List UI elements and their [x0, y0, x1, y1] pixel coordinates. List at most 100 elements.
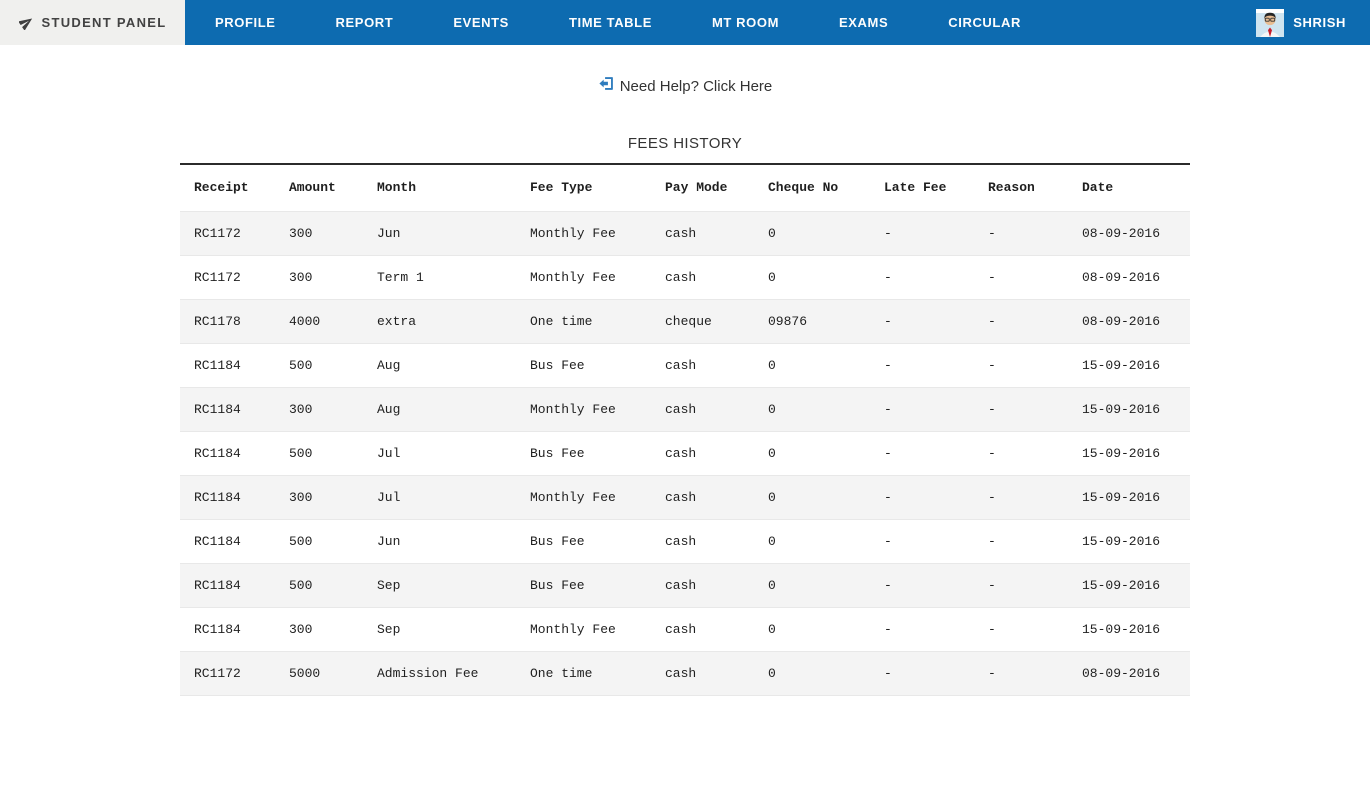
table-cell: RC1184: [180, 431, 275, 476]
table-cell: RC1184: [180, 519, 275, 564]
table-cell: cash: [651, 387, 754, 432]
need-help-label: Need Help? Click Here: [619, 78, 773, 95]
table-cell: 15-09-2016: [1068, 431, 1190, 476]
table-header: Receipt Amount Month Fee Type Pay Mode Cheque…: [180, 164, 1190, 212]
table-cell: RC1184: [180, 387, 275, 432]
table-cell: 0: [754, 607, 870, 652]
table-cell: Bus Fee: [516, 343, 651, 388]
table-cell: 5000: [275, 651, 363, 696]
table-cell: RC1184: [180, 343, 275, 388]
table-cell: 300: [275, 387, 363, 432]
table-row: RC1172 300 Term 1 Monthly Fee cash 0- -08-09-2…: [180, 255, 1190, 300]
user-menu[interactable]: SHRISH: [1244, 0, 1370, 45]
table-row: RC1184 500 Jun Bus Fee cash 0- -15-09-2016: [180, 519, 1190, 564]
table-cell: cash: [651, 255, 754, 300]
table-cell: RC1178: [180, 299, 275, 344]
fees-history-title: FEES HISTORY: [627, 135, 743, 152]
table-cell: 500: [275, 563, 363, 608]
table-cell: 08-09-2016: [1068, 651, 1190, 696]
table-cell: -: [870, 211, 974, 256]
table-cell: 500: [275, 431, 363, 476]
table-cell: Bus Fee: [516, 519, 651, 564]
table-cell: -: [870, 475, 974, 520]
table-cell: cash: [651, 343, 754, 388]
table-cell: Jun: [363, 211, 516, 256]
column-header: Late Fee: [870, 164, 974, 212]
need-help-link[interactable]: Need Help? Click Here: [0, 77, 1370, 95]
column-header: Receipt: [180, 164, 275, 212]
table-cell: 0: [754, 563, 870, 608]
column-header: Fee Type: [516, 164, 651, 212]
table-cell: RC1184: [180, 563, 275, 608]
table-cell: RC1184: [180, 475, 275, 520]
table-cell: cash: [651, 431, 754, 476]
table-cell: 0: [754, 431, 870, 476]
table-cell: 15-09-2016: [1068, 519, 1190, 564]
table-cell: RC1184: [180, 607, 275, 652]
table-cell: 300: [275, 607, 363, 652]
table-cell: Monthly Fee: [516, 211, 651, 256]
table-cell: Sep: [363, 607, 516, 652]
column-header: Reason: [974, 164, 1068, 212]
table-body: RC1172 300 Jun Monthly Fee cash 0- -08-09-2016…: [180, 211, 1190, 696]
paper-plane-icon: [18, 15, 34, 30]
table-row: RC1178 4000 extra One time cheque 09876- -08-0…: [180, 299, 1190, 344]
nav-item-exams[interactable]: EXAMS: [839, 15, 889, 30]
column-header: Amount: [275, 164, 363, 212]
column-header: Month: [363, 164, 516, 212]
table-cell: -: [974, 431, 1068, 476]
table-cell: 0: [754, 343, 870, 388]
nav-item-circular[interactable]: CIRCULAR: [948, 15, 1021, 30]
table-cell: -: [974, 563, 1068, 608]
table-cell: 15-09-2016: [1068, 343, 1190, 388]
table-cell: -: [870, 343, 974, 388]
table-cell: Monthly Fee: [516, 607, 651, 652]
table-row: RC1184 300 Aug Monthly Fee cash 0- -15-09-2016: [180, 387, 1190, 432]
table-cell: Sep: [363, 563, 516, 608]
fees-history-table: Receipt Amount Month Fee Type Pay Mode Cheque…: [180, 163, 1190, 696]
table-cell: Monthly Fee: [516, 387, 651, 432]
nav-item-report[interactable]: REPORT: [335, 15, 394, 30]
table-cell: -: [974, 343, 1068, 388]
nav-item-events[interactable]: EVENTS: [453, 15, 509, 30]
nav-item-profile[interactable]: PROFILE: [215, 15, 276, 30]
table-cell: cash: [651, 607, 754, 652]
table-cell: -: [870, 519, 974, 564]
table-cell: -: [870, 387, 974, 432]
table-cell: Admission Fee: [363, 651, 516, 696]
table-cell: 0: [754, 475, 870, 520]
table-cell: 0: [754, 387, 870, 432]
table-cell: cash: [651, 651, 754, 696]
table-cell: 15-09-2016: [1068, 563, 1190, 608]
student-avatar: [1256, 8, 1285, 37]
table-cell: 0: [754, 651, 870, 696]
table-cell: -: [974, 211, 1068, 256]
nav-item-mtroom[interactable]: MT ROOM: [711, 15, 780, 30]
table-row: RC1184 500 Aug Bus Fee cash 0- -15-09-2016: [180, 343, 1190, 388]
nav-item-timetable[interactable]: TIME TABLE: [568, 15, 652, 30]
table-cell: -: [974, 475, 1068, 520]
table-row: RC1172 5000 Admission Fee One time cash 0- -08…: [180, 651, 1190, 696]
table-cell: Jul: [363, 431, 516, 476]
table-cell: -: [870, 299, 974, 344]
table-cell: 300: [275, 255, 363, 300]
table-cell: 15-09-2016: [1068, 607, 1190, 652]
table-cell: -: [870, 431, 974, 476]
table-cell: -: [870, 651, 974, 696]
table-cell: Jun: [363, 519, 516, 564]
table-cell: -: [974, 651, 1068, 696]
table-row: RC1184 300 Jul Monthly Fee cash 0- -15-09-2016: [180, 475, 1190, 520]
table-row: RC1184 500 Jul Bus Fee cash 0- -15-09-2016: [180, 431, 1190, 476]
table-cell: Monthly Fee: [516, 255, 651, 300]
table-cell: 0: [754, 211, 870, 256]
table-cell: 0: [754, 255, 870, 300]
table-cell: -: [974, 299, 1068, 344]
column-header: Cheque No: [754, 164, 870, 212]
table-cell: -: [974, 519, 1068, 564]
table-cell: cash: [651, 519, 754, 564]
brand-student-panel[interactable]: STUDENT PANEL: [0, 0, 185, 45]
table-cell: -: [870, 255, 974, 300]
table-cell: Term 1: [363, 255, 516, 300]
table-cell: 300: [275, 475, 363, 520]
table-cell: Bus Fee: [516, 431, 651, 476]
